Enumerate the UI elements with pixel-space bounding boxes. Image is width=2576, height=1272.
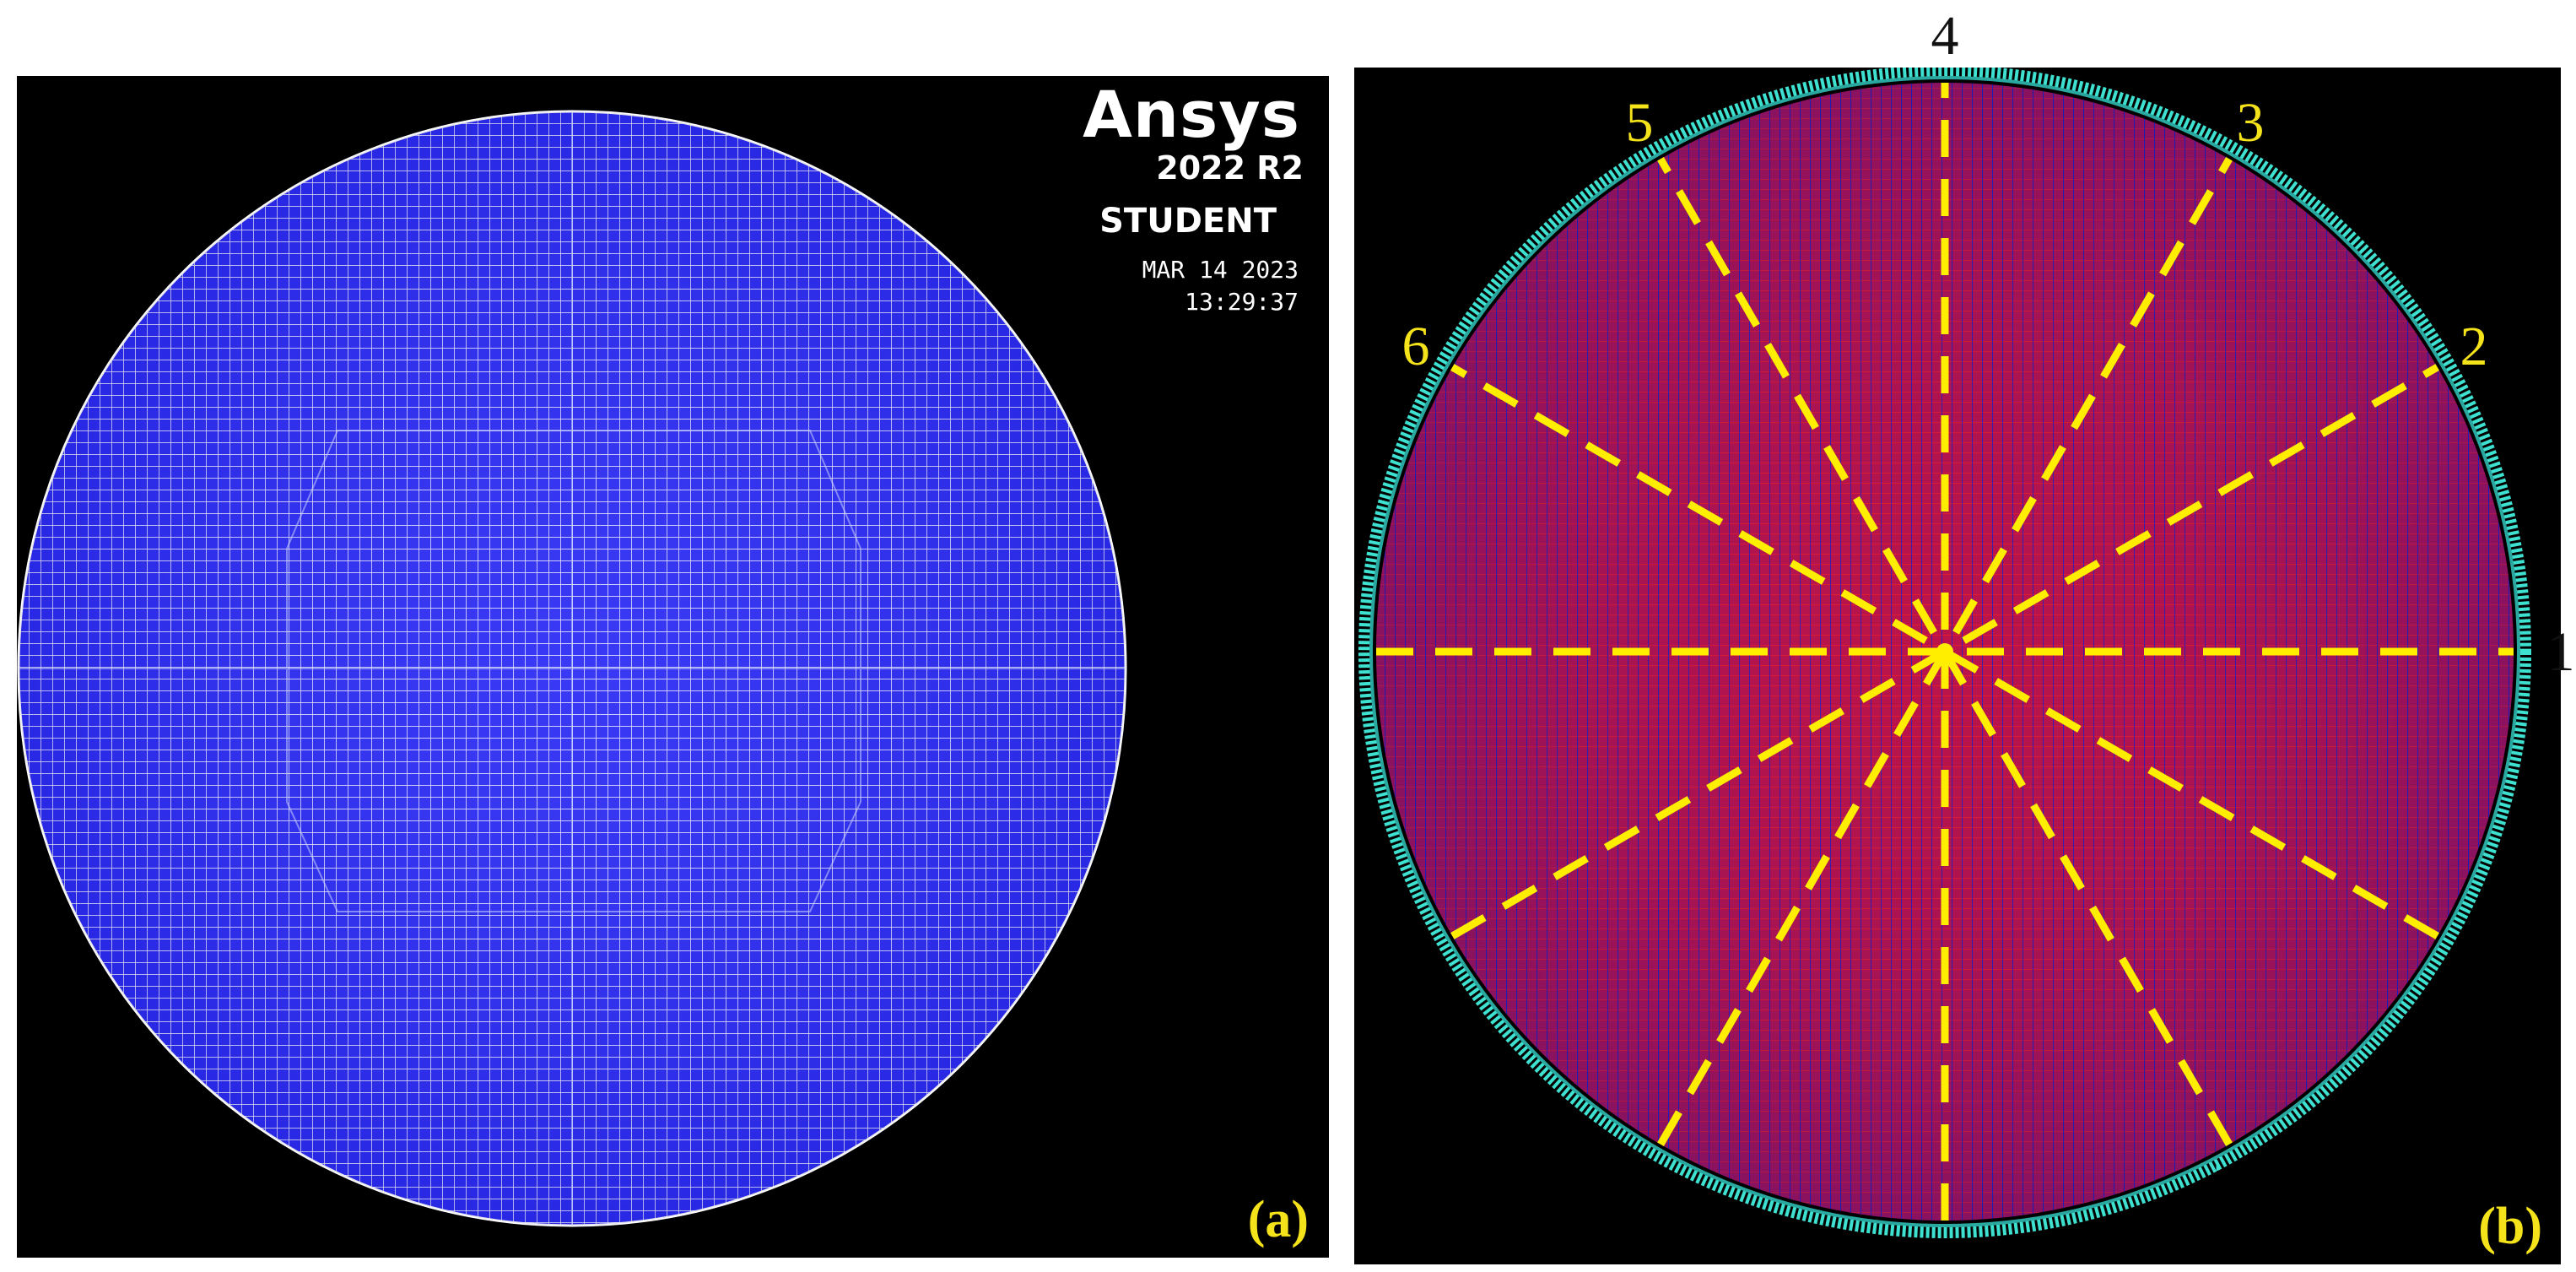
radial-line-label-6: 6 xyxy=(1401,316,1429,377)
ansys-version-label: 2022 R2 xyxy=(1156,149,1304,187)
mesh-a-block-outline xyxy=(19,111,1126,1226)
mesh-a-svg xyxy=(17,110,1127,1227)
radial-line-label-1: 1 xyxy=(2547,621,2575,683)
radial-line-5 xyxy=(1657,157,2233,1146)
ansys-date-label: MAR 14 2023 xyxy=(1142,256,1299,284)
ansys-logo: Ansys xyxy=(1083,77,1300,152)
panel-b-tag: (b) xyxy=(2478,1198,2542,1255)
radial-line-label-5: 5 xyxy=(1626,92,1654,154)
radial-line-label-3: 3 xyxy=(2237,92,2265,154)
radial-line-label-2: 2 xyxy=(2460,316,2488,377)
mesh-b-boundary-ring xyxy=(1358,68,2531,1238)
radial-line-label-4: 4 xyxy=(1931,5,1959,67)
radial-line-3 xyxy=(1657,157,2233,1146)
ansys-edition-label: STUDENT xyxy=(1099,202,1277,241)
ansys-time-label: 13:29:37 xyxy=(1185,288,1299,316)
center-point xyxy=(1936,643,1953,660)
panel-a-mesh-view: Ansys 2022 R2 STUDENT MAR 14 2023 13:29:… xyxy=(17,76,1329,1258)
panel-a-tag: (a) xyxy=(1247,1191,1309,1248)
